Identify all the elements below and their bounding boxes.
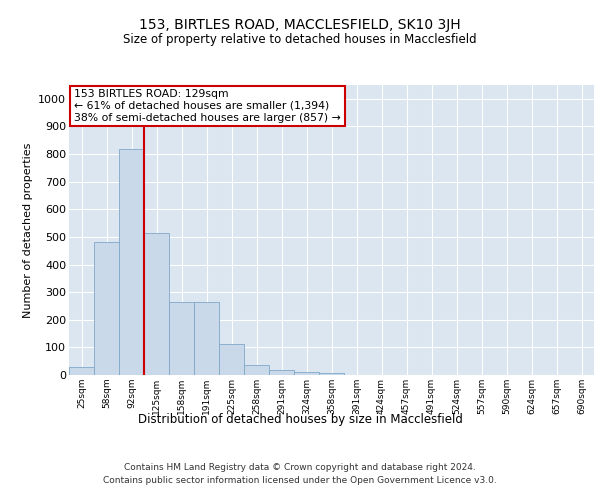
Bar xyxy=(144,233,169,375)
Bar xyxy=(69,368,94,375)
Bar xyxy=(244,364,269,375)
Text: Contains public sector information licensed under the Open Government Licence v3: Contains public sector information licen… xyxy=(103,476,497,485)
Bar xyxy=(169,302,194,375)
Y-axis label: Number of detached properties: Number of detached properties xyxy=(23,142,32,318)
Bar xyxy=(219,344,244,375)
Bar xyxy=(294,372,319,375)
Text: 153, BIRTLES ROAD, MACCLESFIELD, SK10 3JH: 153, BIRTLES ROAD, MACCLESFIELD, SK10 3J… xyxy=(139,18,461,32)
Bar xyxy=(319,373,344,375)
Text: Size of property relative to detached houses in Macclesfield: Size of property relative to detached ho… xyxy=(123,32,477,46)
Text: 153 BIRTLES ROAD: 129sqm
← 61% of detached houses are smaller (1,394)
38% of sem: 153 BIRTLES ROAD: 129sqm ← 61% of detach… xyxy=(74,90,341,122)
Text: Distribution of detached houses by size in Macclesfield: Distribution of detached houses by size … xyxy=(137,412,463,426)
Bar xyxy=(94,242,119,375)
Text: Contains HM Land Registry data © Crown copyright and database right 2024.: Contains HM Land Registry data © Crown c… xyxy=(124,462,476,471)
Bar xyxy=(269,370,294,375)
Bar xyxy=(119,148,144,375)
Bar xyxy=(194,302,219,375)
